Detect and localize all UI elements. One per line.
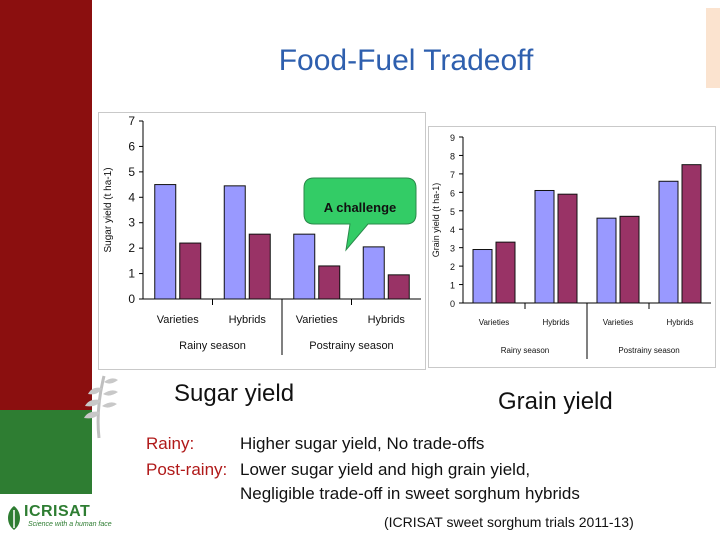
- challenge-callout: A challenge: [303, 177, 417, 252]
- y-tick-label: 5: [128, 165, 135, 179]
- icrisat-tagline: Science with a human face: [28, 521, 112, 528]
- bar: [362, 246, 385, 300]
- season-label: Rainy season: [179, 340, 246, 352]
- y-tick-label: 2: [450, 262, 455, 272]
- y-tick-label: 7: [128, 114, 135, 128]
- bar: [658, 180, 679, 304]
- sugar-yield-chart: 0 1 2 3 4 5 6 7 Sugar yield (t ha-1) Varieties Hyb…: [103, 114, 421, 355]
- y-tick-label: 1: [450, 281, 455, 291]
- wheat-logo-icon: [84, 375, 118, 439]
- grain-yield-caption: Grain yield: [498, 388, 613, 415]
- bar: [248, 233, 271, 300]
- grain-yield-chart: 0 1 2 3 4 5 6 7 8 9 Grain yield (t ha-1) Varieties H…: [431, 133, 711, 359]
- x-category-label: Varieties: [479, 318, 510, 327]
- y-tick-label: 2: [128, 241, 135, 255]
- slide-title: Food-Fuel Tradeoff: [278, 44, 534, 77]
- sugar-yield-caption: Sugar yield: [174, 380, 295, 407]
- y-tick-label: 1: [128, 267, 135, 281]
- y-tick-label: 6: [450, 188, 455, 198]
- bar: [318, 265, 341, 300]
- bar: [619, 215, 640, 304]
- icrisat-leaf-icon: [8, 506, 20, 530]
- note-rainy-label: Rainy:: [146, 434, 195, 453]
- y-tick-label: 4: [128, 190, 135, 204]
- note-postrainy-label: Post-rainy:: [146, 460, 228, 479]
- bar: [534, 189, 555, 304]
- x-category-label: Hybrids: [229, 314, 267, 326]
- x-category-label: Varieties: [296, 314, 338, 326]
- bar: [557, 193, 578, 304]
- sidebar-red-band: [0, 0, 92, 410]
- bar: [154, 184, 177, 300]
- bar: [387, 274, 410, 300]
- season-label: Postrainy season: [618, 346, 679, 355]
- y-axis-title: Grain yield (t ha-1): [431, 183, 441, 258]
- y-tick-label: 3: [450, 244, 455, 254]
- callout-text: A challenge: [324, 200, 396, 215]
- y-tick-label: 7: [450, 170, 455, 180]
- y-tick-label: 3: [128, 216, 135, 230]
- y-tick-label: 0: [128, 292, 135, 306]
- sugar-chart-panel: 0 1 2 3 4 5 6 7 Sugar yield (t ha-1) Varieties Hyb…: [98, 112, 426, 370]
- x-category-label: Hybrids: [368, 314, 406, 326]
- note-line-1: Rainy: Higher sugar yield, No trade-offs: [146, 434, 484, 454]
- season-label: Postrainy season: [309, 340, 393, 352]
- x-category-label: Hybrids: [542, 318, 569, 327]
- y-tick-label: 9: [450, 133, 455, 143]
- x-category-label: Varieties: [603, 318, 634, 327]
- source-note: (ICRISAT sweet sorghum trials 2011-13): [384, 514, 634, 530]
- bar: [495, 241, 516, 304]
- sidebar-green-band: [0, 410, 92, 494]
- note-postrainy-text: Lower sugar yield and high grain yield,: [240, 460, 531, 479]
- y-axis-title: Sugar yield (t ha-1): [103, 167, 114, 252]
- x-category-label: Varieties: [157, 314, 199, 326]
- note-line-3: Negligible trade-off in sweet sorghum hy…: [240, 484, 580, 503]
- y-tick-label: 6: [128, 139, 135, 153]
- note-line-2: Post-rainy: Lower sugar yield and high g…: [146, 460, 530, 480]
- y-tick-label: 0: [450, 299, 455, 309]
- note-rainy-text: Higher sugar yield, No trade-offs: [240, 434, 485, 453]
- bar: [681, 164, 702, 304]
- y-tick-label: 5: [450, 207, 455, 217]
- right-accent-band: [706, 8, 720, 88]
- bar: [293, 233, 316, 300]
- bar: [472, 249, 493, 304]
- bar: [596, 217, 617, 304]
- bar: [223, 185, 246, 300]
- x-category-label: Hybrids: [666, 318, 693, 327]
- y-tick-label: 4: [450, 225, 455, 235]
- season-label: Rainy season: [501, 346, 549, 355]
- icrisat-logo-text: ICRISAT: [24, 503, 91, 520]
- grain-chart-panel: 0 1 2 3 4 5 6 7 8 9 Grain yield (t ha-1) Varieties H…: [428, 126, 716, 368]
- y-tick-label: 8: [450, 151, 455, 161]
- bar: [179, 242, 202, 300]
